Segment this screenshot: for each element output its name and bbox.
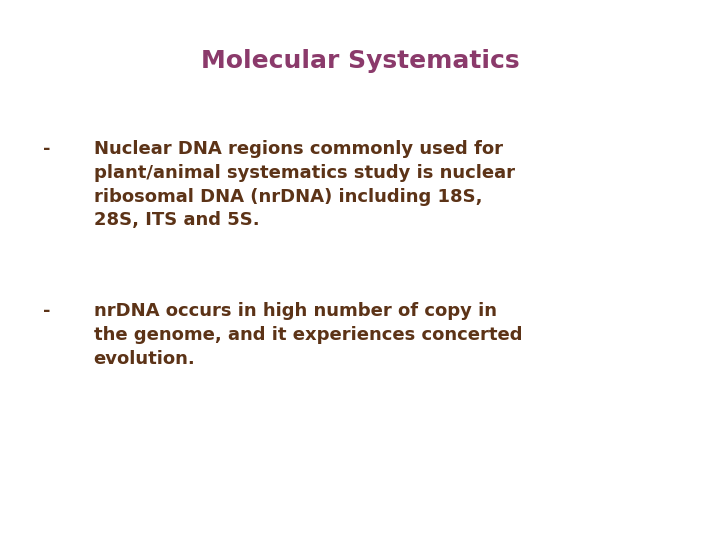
Text: -: -: [43, 140, 50, 158]
Text: -: -: [43, 302, 50, 320]
Text: nrDNA occurs in high number of copy in
the genome, and it experiences concerted
: nrDNA occurs in high number of copy in t…: [94, 302, 522, 368]
Text: Nuclear DNA regions commonly used for
plant/animal systematics study is nuclear
: Nuclear DNA regions commonly used for pl…: [94, 140, 515, 229]
Text: Molecular Systematics: Molecular Systematics: [201, 49, 519, 72]
